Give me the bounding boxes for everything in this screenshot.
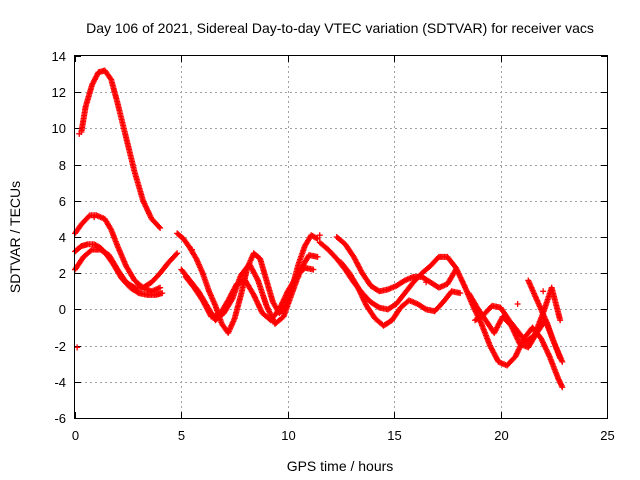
series-track-7 — [182, 264, 317, 324]
data-point — [316, 232, 323, 239]
data-point — [159, 290, 166, 297]
y-tick-label: 6 — [59, 194, 66, 209]
data-point — [313, 235, 320, 242]
data-point — [452, 266, 459, 273]
data-point — [85, 213, 92, 220]
marks-layer — [72, 67, 566, 391]
chart-title: Day 106 of 2021, Sidereal Day-to-day VTE… — [86, 20, 594, 36]
y-tick-label: -6 — [54, 411, 66, 426]
data-point — [423, 279, 430, 286]
y-tick-label: 2 — [59, 266, 66, 281]
data-point — [189, 246, 196, 253]
data-point — [174, 250, 181, 257]
x-tick-label: 15 — [387, 428, 401, 443]
series-track-14 — [525, 277, 564, 362]
ticks-layer: 0 5 10 15 20 25 -6 -4 -2 0 2 4 6 8 10 12 14 — [52, 49, 615, 443]
y-tick-label: 12 — [52, 85, 66, 100]
grid-layer — [75, 56, 607, 418]
x-tick-label: 10 — [281, 428, 295, 443]
data-point — [310, 266, 317, 273]
data-point — [91, 214, 98, 221]
x-tick-label: 0 — [72, 428, 79, 443]
series-track-4 — [72, 246, 181, 291]
y-tick-label: -4 — [54, 375, 66, 390]
series-outliers — [74, 130, 547, 351]
data-point — [107, 75, 114, 82]
data-point — [314, 253, 321, 260]
x-tick-label: 25 — [600, 428, 614, 443]
series-track-10 — [338, 259, 464, 329]
data-point — [559, 384, 566, 391]
data-point — [452, 267, 459, 274]
series-track-9 — [333, 234, 459, 295]
y-tick-label: 8 — [59, 158, 66, 173]
data-point — [295, 273, 302, 280]
data-point — [156, 223, 163, 230]
x-tick-label: 5 — [178, 428, 185, 443]
series-track-11 — [461, 282, 566, 391]
plot-frame — [74, 55, 608, 419]
y-tick-label: 0 — [59, 302, 66, 317]
data-point — [540, 288, 547, 295]
series-track-1 — [78, 67, 164, 231]
y-axis-label: SDTVAR / TECUs — [7, 181, 23, 293]
data-point — [514, 300, 521, 307]
data-point — [157, 284, 164, 291]
data-point — [173, 251, 180, 258]
data-point — [559, 358, 566, 365]
y-tick-label: 14 — [52, 49, 66, 64]
data-point — [314, 235, 321, 242]
x-tick-label: 20 — [494, 428, 508, 443]
x-axis-label: GPS time / hours — [287, 458, 394, 474]
y-tick-label: -2 — [54, 339, 66, 354]
data-point — [76, 130, 83, 137]
data-point — [74, 344, 81, 351]
data-point — [157, 224, 164, 231]
data-point — [457, 290, 464, 297]
y-tick-label: 4 — [59, 230, 66, 245]
data-point — [557, 355, 564, 362]
y-tick-label: 10 — [52, 121, 66, 136]
data-point — [557, 317, 564, 324]
